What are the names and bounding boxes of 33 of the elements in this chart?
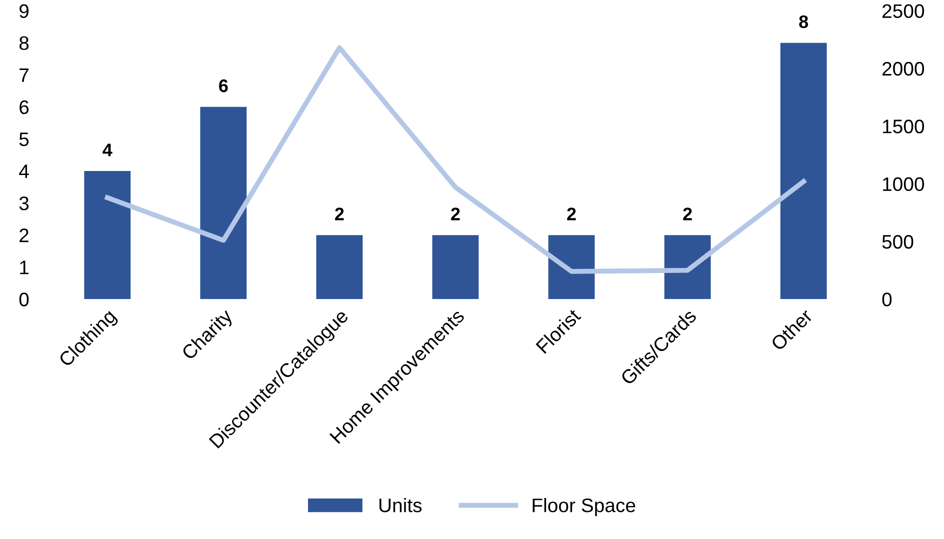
bar [548, 235, 595, 300]
bar [200, 106, 247, 300]
bar [664, 235, 711, 300]
data-label: 2 [335, 208, 344, 220]
y2-tick-label: 1500 [883, 120, 924, 134]
legend-label: Units [379, 498, 422, 512]
data-label: 2 [451, 208, 460, 220]
y-tick-label: 4 [19, 164, 29, 178]
bar [84, 170, 131, 300]
y2-tick-label: 1000 [883, 177, 924, 192]
legend-label: Floor Space [532, 498, 636, 516]
y-tick-label: 0 [19, 292, 29, 306]
data-label: 2 [683, 208, 692, 220]
y-tick-label: 8 [19, 36, 29, 50]
y-tick-label: 2 [20, 228, 28, 242]
data-label: 8 [799, 15, 808, 28]
y2-tick-label: 500 [882, 234, 914, 249]
y-tick-label: 3 [19, 196, 29, 210]
data-label: 2 [567, 208, 576, 220]
bar [780, 42, 827, 300]
bar [432, 235, 479, 300]
y-tick-label: 6 [20, 100, 29, 114]
y-tick-label: 5 [19, 132, 29, 146]
y2-tick-label: 0 [882, 292, 892, 306]
y-tick-label: 7 [20, 68, 28, 82]
data-label: 4 [102, 144, 112, 156]
y2-tick-label: 2000 [882, 62, 924, 76]
bar [316, 235, 363, 300]
y-tick-label: 1 [20, 260, 28, 274]
y2-tick-label: 2500 [882, 4, 924, 18]
y-tick-label: 9 [20, 4, 29, 18]
line-series [104, 45, 806, 274]
data-label: 6 [219, 79, 228, 92]
